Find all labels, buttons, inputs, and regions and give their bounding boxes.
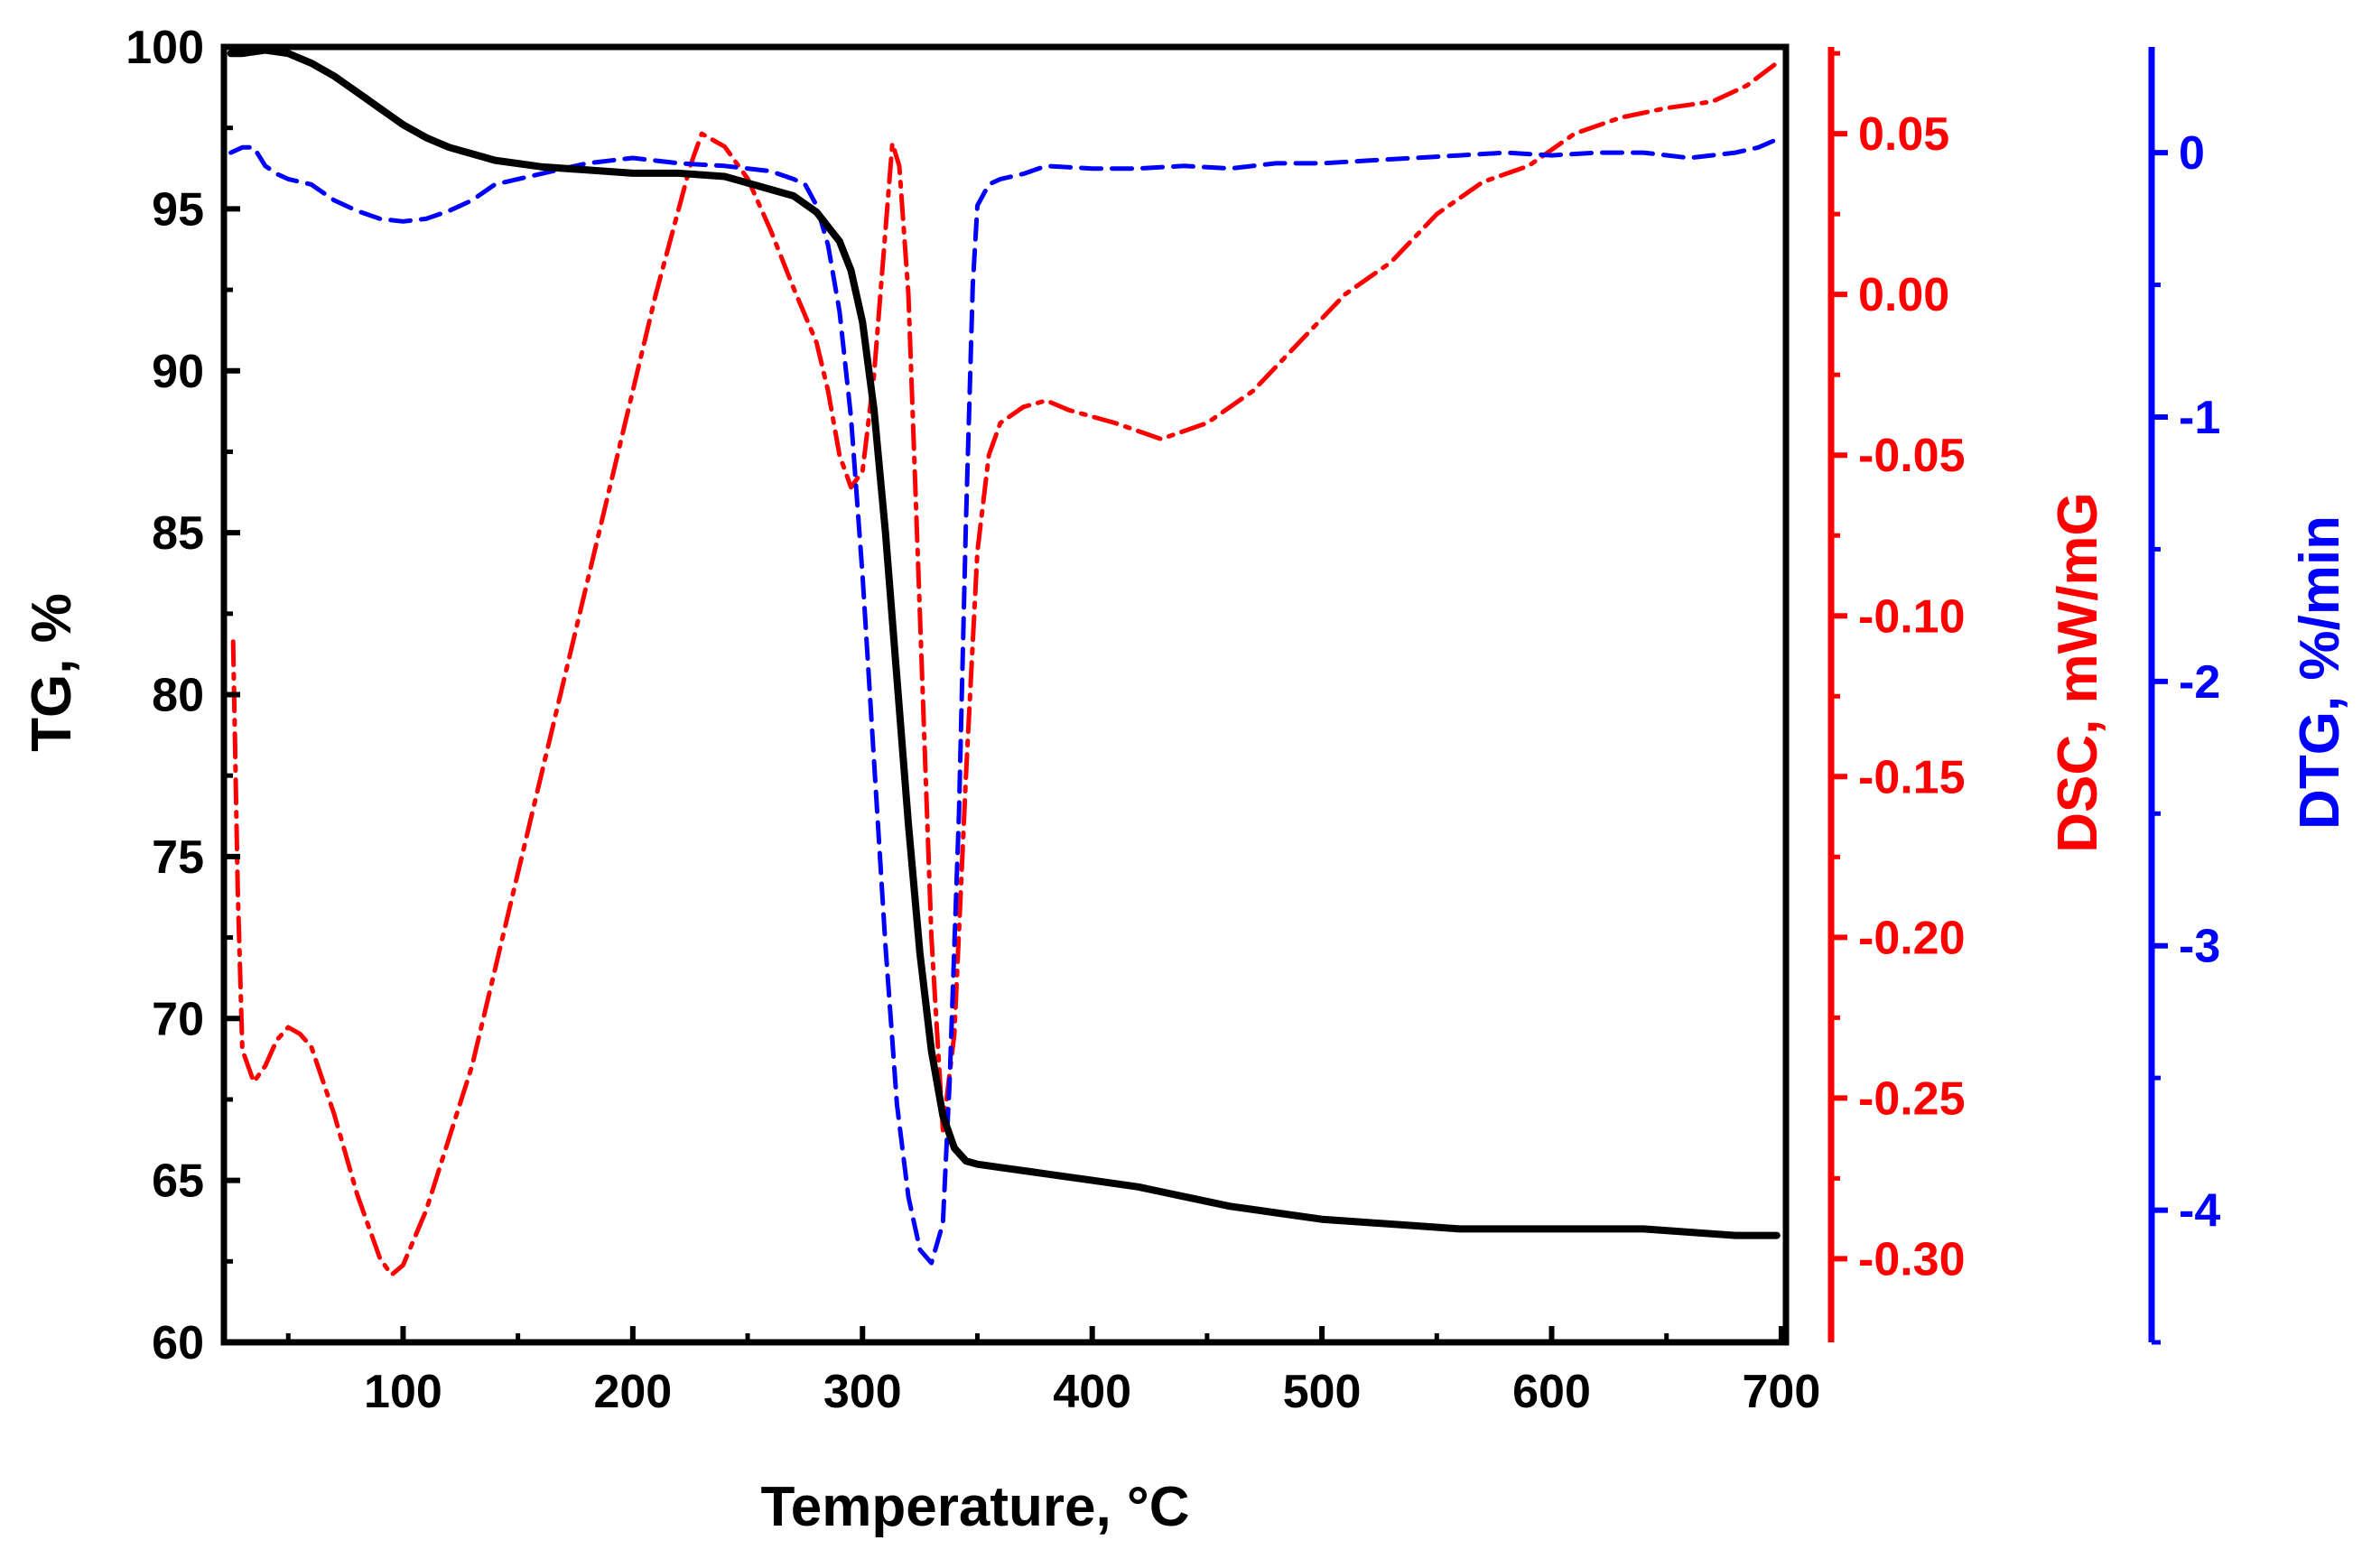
tg-tick-label: 95 [152,183,204,236]
x-tick-label: 500 [1283,1366,1362,1418]
dtg-tick-label: -4 [2179,1185,2220,1238]
tg-tick-label: 90 [152,346,204,398]
x-tick-label: 700 [1743,1366,1821,1418]
dsc-tick-label: -0.20 [1858,912,1966,964]
tg-tick-label: 85 [152,507,204,560]
dsc-tick-label: -0.15 [1858,751,1966,803]
dtg-axis-title: DTG, %/min [2289,515,2351,830]
dsc-series-line [230,60,1780,1277]
dsc-tick-label: -0.25 [1858,1072,1966,1125]
tg-tick-label: 65 [152,1155,204,1208]
tg-tick-label: 75 [152,831,204,884]
tg-tick-label: 80 [152,670,204,722]
dsc-tick-label: 0.00 [1858,269,1949,321]
axes-layer: 100 200 300 400 500 600 700 60 65 70 75 80 85 90 95 100… [126,22,2220,1418]
dsc-tick-label: -0.05 [1858,430,1966,482]
dtg-tick-label: -2 [2179,656,2220,709]
dsc-tick-label: 0.05 [1858,108,1949,161]
x-tick-label: 300 [823,1366,902,1418]
tg-tick-label: 100 [126,22,204,74]
dsc-tick-label: -0.10 [1858,590,1966,643]
x-tick-label: 100 [364,1366,442,1418]
tg-tick-label: 70 [152,993,204,1045]
tg-tick-label: 60 [152,1317,204,1369]
tg-axis-title: TG, % [21,593,83,752]
dtg-series-line [228,137,1780,1266]
dsc-tick-label: -0.30 [1858,1233,1966,1285]
dtg-tick-label: 0 [2179,127,2205,180]
series-layer [227,46,1781,1277]
x-tick-label: 600 [1512,1366,1591,1418]
x-tick-label: 200 [593,1366,672,1418]
x-tick-label: 400 [1053,1366,1131,1418]
dsc-axis-title: DSC, mW/mG [2047,492,2109,853]
tg-series-line [227,46,1781,1239]
dtg-tick-label: -1 [2179,392,2220,444]
x-axis-title: Temperature, °C [761,1476,1190,1538]
dtg-tick-label: -3 [2179,921,2220,973]
